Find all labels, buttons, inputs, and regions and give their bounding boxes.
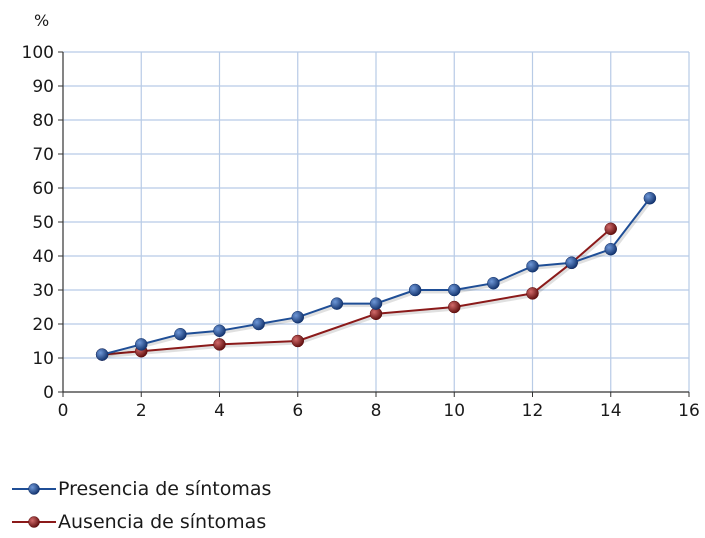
y-tick-label-0: 0	[43, 383, 54, 403]
y-tick-label-6: 60	[32, 179, 54, 199]
series-1-point-8	[604, 222, 617, 236]
series-0-point-4	[252, 317, 265, 331]
legend-label-ausencia: Ausencia de síntomas	[58, 510, 267, 533]
y-tick-label-7: 70	[32, 145, 54, 165]
series-1-point-6	[526, 287, 539, 300]
line-chart: % 0 2 4 6 8 10 12 14 16 0 10 20 30 40 50 60 70 80 90 100	[22, 11, 700, 421]
x-tick-label-8: 16	[678, 401, 700, 421]
series-0-point-12	[565, 256, 578, 270]
y-axis-ticks: 0 10 20 30 40 50 60 70 80 90 100	[22, 43, 63, 403]
x-tick-label-3: 6	[292, 401, 303, 421]
x-tick-label-7: 14	[600, 401, 622, 421]
series-0-point-7	[369, 297, 383, 310]
series-0-point-1	[135, 338, 148, 351]
y-tick-label-1: 10	[32, 349, 54, 369]
legend-swatch-ausencia	[12, 515, 56, 528]
series-0-point-13	[604, 242, 617, 256]
series-0	[95, 191, 657, 361]
legend-swatch-presencia	[12, 482, 56, 495]
legend-item-ausencia[interactable]: Ausencia de síntomas	[12, 505, 271, 538]
x-tick-label-1: 2	[136, 401, 147, 421]
x-tick-label-2: 4	[214, 401, 225, 421]
x-tick-label-5: 10	[443, 401, 465, 421]
y-tick-label-9: 90	[32, 77, 54, 97]
series-0-point-0	[95, 348, 109, 361]
series-0-point-8	[408, 283, 422, 297]
y-tick-label-2: 20	[32, 315, 54, 335]
series-0-point-11	[526, 259, 539, 273]
series-0-point-9	[448, 283, 461, 297]
y-tick-label-8: 80	[32, 111, 54, 131]
series-0-point-5	[291, 310, 304, 324]
y-tick-label-5: 50	[32, 213, 54, 233]
x-tick-label-6: 12	[522, 401, 544, 421]
series-0-point-2	[174, 327, 187, 341]
legend-item-presencia[interactable]: Presencia de síntomas	[12, 472, 271, 505]
series-1	[95, 222, 617, 361]
x-tick-label-0: 0	[58, 401, 69, 421]
y-tick-label-4: 40	[32, 247, 54, 267]
y-axis-unit-label: %	[34, 11, 49, 30]
series-0-point-3	[213, 324, 226, 338]
series-0-point-10	[487, 276, 500, 290]
series-layer	[95, 191, 657, 361]
series-0-point-6	[330, 297, 344, 310]
y-tick-label-10: 100	[22, 43, 54, 63]
y-tick-label-3: 30	[32, 281, 54, 301]
legend-label-presencia: Presencia de síntomas	[58, 477, 272, 500]
series-1-point-2	[213, 338, 226, 351]
chart-legend: Presencia de síntomas Ausencia de síntom…	[12, 472, 271, 538]
series-1-point-3	[291, 334, 304, 348]
series-1-point-5	[448, 300, 461, 314]
x-tick-label-4: 8	[371, 401, 382, 421]
chart-grid	[63, 51, 690, 392]
x-axis-ticks: 0 2 4 6 8 10 12 14 16	[58, 392, 700, 421]
series-0-point-14	[643, 191, 657, 205]
